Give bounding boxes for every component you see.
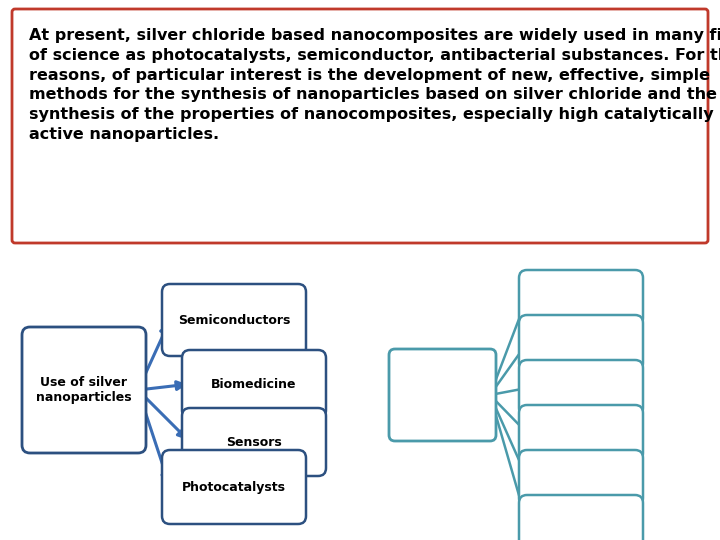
FancyBboxPatch shape [519,405,643,461]
FancyBboxPatch shape [519,270,643,326]
FancyBboxPatch shape [22,327,146,453]
Text: Sensors: Sensors [226,435,282,449]
FancyBboxPatch shape [519,495,643,540]
FancyBboxPatch shape [12,9,708,243]
Text: At present, silver chloride based nanocomposites are widely used in many fields
: At present, silver chloride based nanoco… [29,28,720,142]
Text: Biomedicine: Biomedicine [211,377,297,390]
FancyBboxPatch shape [519,315,643,371]
FancyBboxPatch shape [389,349,496,441]
FancyBboxPatch shape [519,360,643,416]
FancyBboxPatch shape [519,450,643,506]
Text: Use of silver
nanoparticles: Use of silver nanoparticles [36,376,132,404]
FancyBboxPatch shape [182,408,326,476]
Text: Semiconductors: Semiconductors [178,314,290,327]
Text: Photocatalysts: Photocatalysts [182,481,286,494]
FancyBboxPatch shape [182,350,326,418]
FancyBboxPatch shape [162,284,306,356]
FancyBboxPatch shape [162,450,306,524]
